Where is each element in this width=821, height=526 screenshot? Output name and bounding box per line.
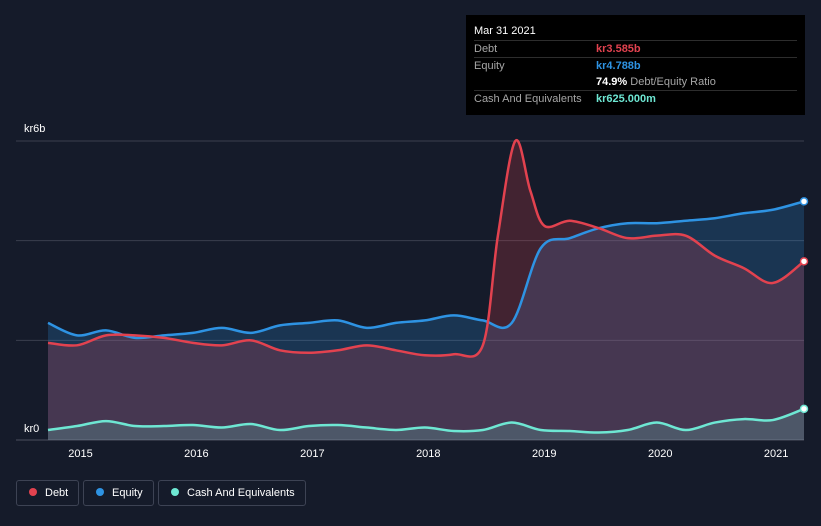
x-tick-label: 2018 bbox=[416, 448, 440, 460]
legend-equity-button[interactable]: Equity bbox=[83, 480, 154, 506]
tooltip-cash-label: Cash And Equivalents bbox=[474, 93, 582, 105]
tooltip-debt-label: Debt bbox=[474, 43, 498, 55]
tooltip-debt-value: kr3.585b bbox=[596, 43, 641, 55]
legend-equity-label: Equity bbox=[112, 487, 143, 499]
tooltip-equity-label: Equity bbox=[474, 60, 505, 72]
x-tick-label: 2016 bbox=[184, 448, 208, 460]
tooltip-ratio-value: 74.9% bbox=[596, 76, 628, 88]
equity-dot-icon bbox=[96, 488, 104, 496]
y-tick-label: kr6b bbox=[24, 123, 45, 135]
debt-line bbox=[47, 139, 805, 358]
x-tick-label: 2020 bbox=[648, 448, 672, 460]
tooltip-row-cash: Cash And Equivalents kr625.000m bbox=[474, 90, 797, 108]
debt-dot-icon bbox=[29, 488, 37, 496]
tooltip-cash-value: kr625.000m bbox=[596, 93, 656, 105]
tooltip-row-ratio: 74.9% Debt/Equity Ratio bbox=[474, 74, 797, 91]
tooltip-equity-value: kr4.788b bbox=[596, 60, 641, 72]
line-layer bbox=[47, 139, 805, 434]
marker-layer bbox=[799, 197, 809, 414]
cash-line bbox=[47, 407, 805, 434]
y-tick-label: kr0 bbox=[24, 423, 39, 435]
tooltip-ratio: 74.9% Debt/Equity Ratio bbox=[596, 74, 716, 91]
tooltip-row-equity: Equity kr4.788b bbox=[474, 57, 797, 75]
legend-debt-button[interactable]: Debt bbox=[16, 480, 80, 506]
grid-layer bbox=[16, 140, 804, 441]
debt-area bbox=[48, 140, 804, 440]
x-tick-label: 2015 bbox=[68, 448, 92, 460]
legend-debt-label: Debt bbox=[45, 487, 69, 499]
x-tick-label: 2021 bbox=[764, 448, 788, 460]
tooltip-ratio-label: Debt/Equity Ratio bbox=[630, 76, 716, 88]
legend-cash-label: Cash And Equivalents bbox=[187, 487, 295, 499]
debt-end-marker bbox=[799, 257, 809, 266]
x-tick-label: 2017 bbox=[300, 448, 324, 460]
area-layer bbox=[48, 140, 804, 440]
tooltip-date: Mar 31 2021 bbox=[474, 25, 536, 37]
cash-dot-icon bbox=[171, 488, 179, 496]
x-tick-label: 2019 bbox=[532, 448, 556, 460]
legend-cash-button[interactable]: Cash And Equivalents bbox=[158, 480, 306, 506]
equity-line bbox=[47, 200, 805, 340]
tooltip-panel: Mar 31 2021 Debt kr3.585b Equity kr4.788… bbox=[466, 15, 805, 115]
tooltip-row-debt: Debt kr3.585b bbox=[474, 40, 797, 58]
axis-layer: kr0 kr6b 2015 2016 2017 2018 2019 2020 2021 bbox=[24, 123, 788, 460]
equity-end-marker bbox=[799, 197, 809, 206]
cash-end-marker bbox=[799, 404, 809, 414]
